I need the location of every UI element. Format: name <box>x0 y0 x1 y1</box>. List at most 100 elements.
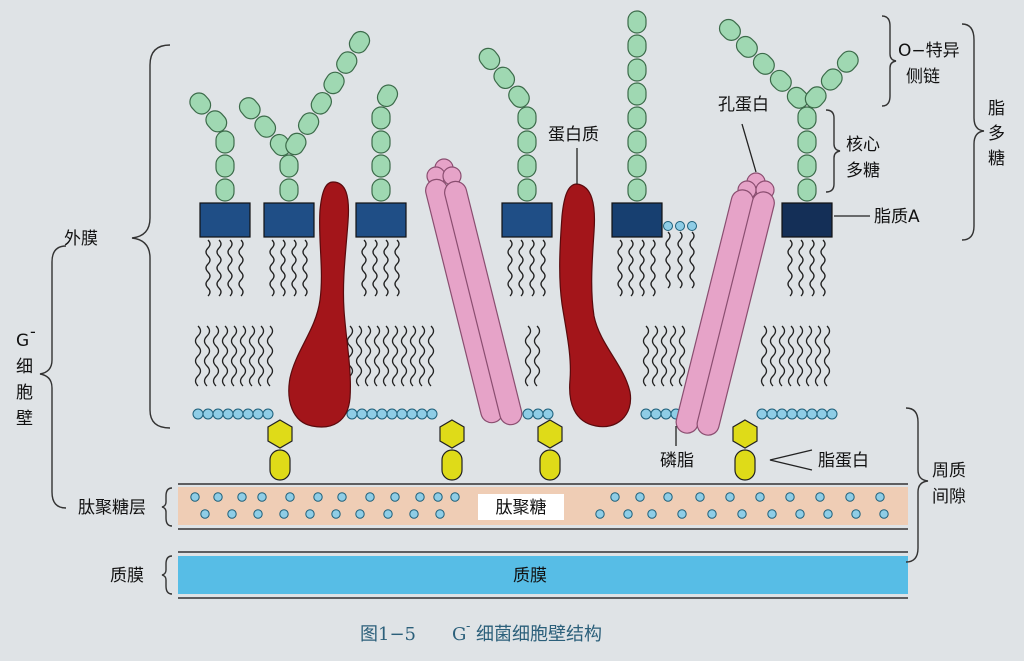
peptidoglycan-dot <box>767 509 777 519</box>
peptidoglycan-dot <box>331 509 341 519</box>
inner-lipid-tail <box>778 325 786 387</box>
lipid-a-label: 脂质A <box>874 207 920 227</box>
lps-tail <box>269 239 275 297</box>
core-sugar <box>279 178 299 202</box>
cell-wall-label-2: 胞 <box>16 383 33 403</box>
inner-lipid-tail <box>787 325 795 387</box>
peptidoglycan-dot <box>610 492 620 502</box>
core-sugar <box>517 154 537 178</box>
peptidoglycan-layer: 肽聚糖 <box>178 483 908 530</box>
core-label-2: 多糖 <box>846 161 880 181</box>
o-antigen-sugar <box>310 91 332 115</box>
peptidoglycan-dot <box>635 492 645 502</box>
lps-tail <box>639 239 645 297</box>
inner-lipid-tail <box>373 325 381 387</box>
phospholipid-head <box>796 408 808 420</box>
core-sugar <box>371 154 391 178</box>
core-sugar <box>627 178 647 202</box>
inner-lipid-tail <box>823 325 831 387</box>
inner-lipid-tail <box>400 325 408 387</box>
inner-lipid-tail <box>524 325 532 387</box>
peptidoglycan-dot <box>707 509 717 519</box>
caption-title-g: G <box>452 624 466 645</box>
inner-lipid-tail <box>221 325 229 387</box>
inner-lipid-tail <box>533 325 541 387</box>
porin-right <box>675 172 775 436</box>
phospholipid-head <box>766 408 778 420</box>
inner-lipid-tail <box>239 325 247 387</box>
lps-tail <box>650 239 656 297</box>
o-antigen-sugar <box>735 35 758 58</box>
phospholipid-head <box>386 408 398 420</box>
peptidoglycan-center-label: 肽聚糖 <box>496 498 547 518</box>
lps-tail <box>238 239 244 297</box>
cell-wall-label-1: 细 <box>16 357 33 377</box>
inner-lipid-tail <box>651 325 659 387</box>
peptidoglycan-dot <box>337 492 347 502</box>
peptidoglycan-dot <box>823 509 833 519</box>
brace-lps: 脂 多 糖 <box>961 23 1005 241</box>
lipid-a-blocks <box>199 202 833 238</box>
core-sugar <box>627 154 647 178</box>
lipid-a-4 <box>501 202 553 238</box>
o-antigen-sugar <box>189 92 212 115</box>
peptidoglycan-dot <box>355 509 365 519</box>
peptidoglycan-dot <box>737 509 747 519</box>
peptidoglycan-dot <box>845 492 855 502</box>
peptidoglycan-dot <box>365 492 375 502</box>
outer-phospholipid-head <box>675 221 685 231</box>
inner-lipid-tail <box>796 325 804 387</box>
inner-lipid-tail <box>355 325 363 387</box>
peptidoglycan-layer-label: 肽聚糖层 <box>78 498 146 518</box>
core-sugar <box>797 178 817 202</box>
o-antigen-sugar <box>376 84 399 108</box>
phospholipid-head <box>416 408 428 420</box>
inner-lipid-tail <box>230 325 238 387</box>
inner-lipid-tail <box>660 325 668 387</box>
lps-tail <box>302 239 308 297</box>
brace-cell-wall: G - 细 胞 壁 <box>16 245 67 509</box>
phospholipid-head <box>406 408 418 420</box>
core-sugar <box>215 154 235 178</box>
outer-phospholipid-tail <box>677 231 683 289</box>
protein-right <box>559 183 632 428</box>
inner-lipid-tail <box>678 325 686 387</box>
phospholipid-head <box>786 408 798 420</box>
lps-tail <box>540 239 546 297</box>
peptidoglycan-dot <box>383 509 393 519</box>
phospholipid-head <box>376 408 388 420</box>
phospholipid-head <box>640 408 652 420</box>
o-antigen-sugar <box>820 68 843 91</box>
lps-tail <box>372 239 378 297</box>
phospholipid-head <box>826 408 838 420</box>
core-sugar <box>627 82 647 106</box>
lps-label-2: 多 <box>988 124 1005 144</box>
peptidoglycan-dot <box>313 492 323 502</box>
peptidoglycan-dot <box>409 509 419 519</box>
brace-o-antigen: O−特异 侧链 <box>881 15 960 107</box>
lipoprotein-4 <box>732 419 758 481</box>
peptidoglycan-dot <box>279 509 289 519</box>
core-sugar <box>797 106 817 130</box>
lps-label-1: 脂 <box>988 99 1005 119</box>
phospholipid-head <box>532 408 544 420</box>
o-antigen-sugar <box>493 66 516 90</box>
o-antigen-sugar <box>804 86 827 109</box>
inner-lipid-tail <box>203 325 211 387</box>
lps-tail <box>787 239 793 297</box>
peptidoglycan-dot <box>415 492 425 502</box>
lps-tail <box>280 239 286 297</box>
brace-plasma-membrane: 质膜 <box>110 555 173 595</box>
peptidoglycan-dot <box>695 492 705 502</box>
phospholipid-head <box>252 408 264 420</box>
peptidoglycan-dot <box>647 509 657 519</box>
o-antigen-sugar <box>254 115 277 138</box>
core-sugar <box>627 10 647 34</box>
lps-tail <box>529 239 535 297</box>
outer-phospholipid-tail <box>665 231 671 289</box>
lipoprotein-3 <box>537 419 563 481</box>
inner-lipid-tail <box>409 325 417 387</box>
caption-figure-number: 图1−5 <box>360 624 416 645</box>
outer-membrane-label: 外膜 <box>64 229 98 249</box>
